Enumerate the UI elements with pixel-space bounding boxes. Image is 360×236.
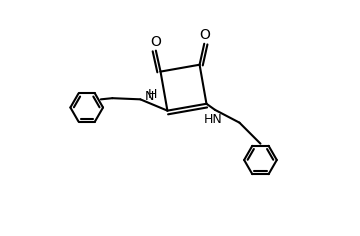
Text: O: O [199,28,210,42]
Text: HN: HN [204,113,222,126]
Text: O: O [150,35,161,49]
Text: H: H [148,88,157,101]
Text: N: N [145,90,154,103]
